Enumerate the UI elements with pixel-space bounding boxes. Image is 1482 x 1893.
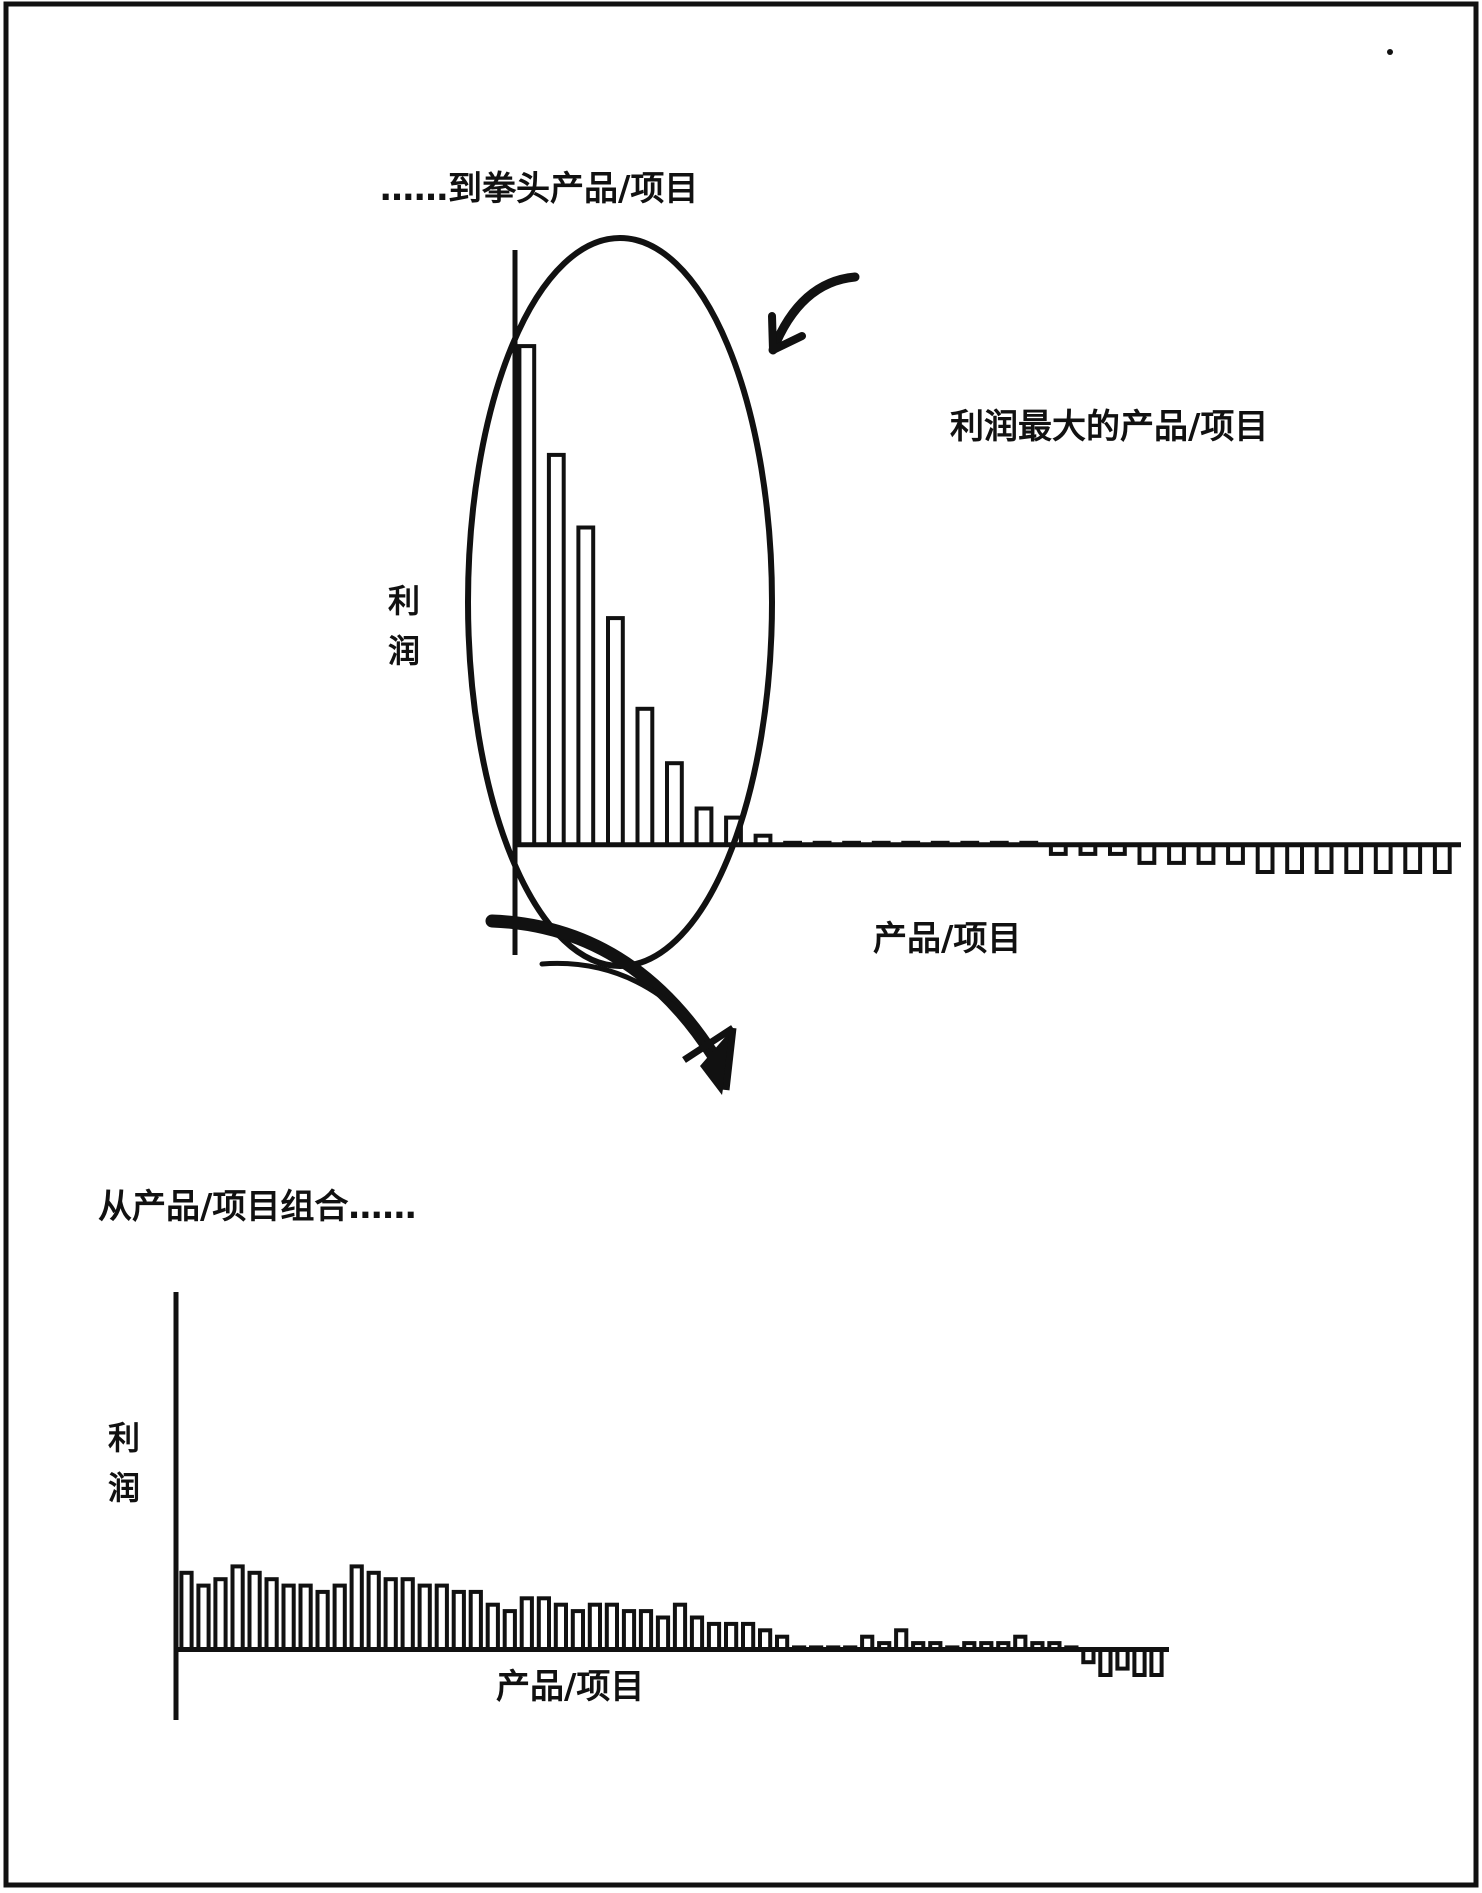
portfolio-bar: [179, 1570, 194, 1652]
winners-bar: [1403, 842, 1423, 874]
portfolio-bar: [553, 1602, 568, 1652]
winners-bar: [606, 616, 625, 847]
portfolio-bar: [281, 1583, 296, 1652]
winners-y-axis-label-char: 利: [388, 582, 421, 620]
transition-arrow-tip: [682, 1025, 737, 1091]
portfolio-bar: [519, 1596, 534, 1652]
portfolio-caption: 从产品/项目组合……: [98, 1187, 417, 1227]
winners-bar: [1432, 842, 1452, 874]
page-border: [3, 1, 1479, 1888]
pointer-arrow-head: [768, 312, 806, 354]
portfolio-bar: [383, 1577, 398, 1652]
portfolio-bar: [1098, 1647, 1113, 1678]
winners-bar: [1167, 842, 1186, 865]
portfolio-bar: [536, 1596, 551, 1652]
portfolio-bar: [604, 1602, 619, 1652]
portfolio-bars-group: [179, 1564, 1164, 1678]
portfolio-bar: [1149, 1647, 1164, 1678]
winners-bar: [1285, 842, 1304, 874]
pointer-arrow: [768, 272, 860, 355]
scan-speck: [1387, 49, 1393, 55]
portfolio-bar: [672, 1602, 688, 1652]
winners-bar: [1226, 842, 1245, 865]
portfolio-bar: [894, 1628, 909, 1652]
portfolio-bar: [468, 1589, 483, 1652]
portfolio-bar: [417, 1583, 432, 1652]
winners-x-axis-label: 产品/项目: [873, 919, 1022, 959]
winners-bar: [1344, 842, 1364, 874]
portfolio-bar: [434, 1583, 449, 1652]
portfolio-bar: [706, 1621, 722, 1652]
portfolio-bar: [689, 1615, 705, 1652]
portfolio-bar: [213, 1577, 228, 1652]
winners-bar: [1196, 842, 1216, 865]
portfolio-bar: [502, 1609, 517, 1652]
portfolio-y-axis-label-char: 利: [108, 1419, 141, 1457]
portfolio-bar: [485, 1602, 500, 1652]
winners-y-axis-label: 利 润: [388, 585, 420, 667]
winners-bar: [1373, 842, 1393, 874]
portfolio-bar: [230, 1564, 245, 1652]
portfolio-x-axis-label: 产品/项目: [496, 1667, 645, 1707]
portfolio-bar: [621, 1609, 637, 1652]
portfolio-bar: [758, 1628, 773, 1652]
portfolio-bar: [570, 1609, 585, 1652]
portfolio-bar: [298, 1583, 313, 1652]
winners-bar: [1314, 842, 1334, 874]
portfolio-bar: [655, 1615, 671, 1652]
portfolio-bar: [332, 1583, 347, 1652]
winners-annotation: 利润最大的产品/项目: [950, 407, 1269, 447]
portfolio-bar: [638, 1609, 654, 1652]
portfolio-axes-group: [173, 1292, 1169, 1720]
transition-arrow-inner: [539, 960, 725, 1063]
portfolio-y-axis-label: 利 润: [108, 1422, 140, 1504]
winners-bar: [694, 806, 714, 847]
portfolio-bar: [349, 1564, 364, 1652]
portfolio-bar: [315, 1589, 330, 1652]
portfolio-y-axis-label-char: 润: [108, 1469, 141, 1507]
portfolio-bar: [196, 1583, 211, 1652]
portfolio-bar: [587, 1602, 602, 1652]
portfolio-bar: [247, 1570, 262, 1652]
portfolio-bar: [741, 1621, 756, 1652]
portfolio-bar: [724, 1621, 739, 1652]
winners-bar: [665, 761, 684, 847]
winners-bar: [546, 452, 566, 847]
portfolio-bar: [366, 1570, 381, 1652]
portfolio-bar: [1115, 1647, 1130, 1671]
winners-bar: [635, 706, 655, 847]
winners-bar: [517, 344, 537, 847]
portfolio-bar: [400, 1577, 415, 1652]
winners-bar: [576, 525, 596, 847]
winners-bar: [1255, 842, 1275, 874]
portfolio-bar: [451, 1589, 466, 1652]
portfolio-bar: [264, 1577, 279, 1652]
transition-arrow: [485, 914, 720, 1062]
winners-axes-group: [512, 250, 1461, 955]
winners-y-axis-label-char: 润: [388, 632, 421, 670]
winners-caption: ……到拳头产品/项目: [380, 169, 699, 209]
portfolio-bar: [1132, 1647, 1147, 1678]
winners-bar: [1137, 842, 1157, 865]
